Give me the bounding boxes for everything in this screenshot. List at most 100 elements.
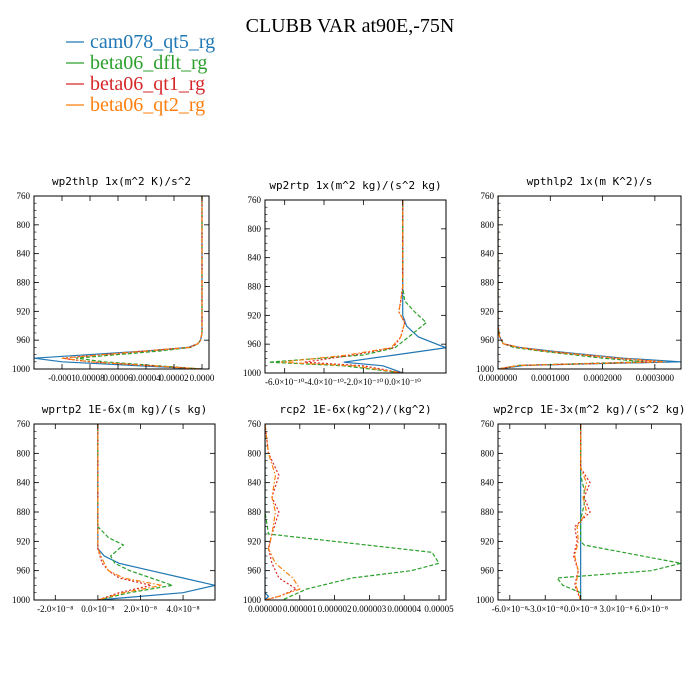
panel-title: wprtp2 1E-6x(m kg)/(s kg) xyxy=(42,403,208,416)
panel-title: wp2rtp 1x(m^2 kg)/(s^2 kg) xyxy=(269,179,441,192)
x-tick-label: 0.000002 xyxy=(318,604,352,614)
legend-label: beta06_qt2_rg xyxy=(90,94,205,116)
y-tick-label: 1000 xyxy=(12,364,31,374)
series-line-beta06_dflt_rg xyxy=(97,424,173,600)
y-tick-label: 840 xyxy=(17,249,31,259)
y-tick-label: 800 xyxy=(248,224,262,234)
x-tick-label: -4.0×10⁻¹⁰ xyxy=(304,377,344,387)
series-line-beta06_qt2_rg xyxy=(97,424,162,600)
x-tick-label: 0.000004 xyxy=(387,604,421,614)
x-tick-label: 0.0001000 xyxy=(531,373,570,383)
legend-entry: beta06_qt1_rg xyxy=(66,73,205,95)
legend-entry: beta06_dflt_rg xyxy=(66,52,207,74)
y-tick-label: 880 xyxy=(17,278,31,288)
x-tick-label: -2.0×10⁻⁸ xyxy=(37,604,73,614)
x-tick-label: 0.0×10⁻⁸ xyxy=(81,604,114,614)
series-line-beta06_qt1_rg xyxy=(498,196,661,369)
y-tick-label: 960 xyxy=(17,566,31,576)
y-tick-label: 960 xyxy=(481,335,495,345)
panels: wp2thlp 1x(m^2 K)/s^2 760 800 840 880 920 960 1… xyxy=(12,175,686,614)
y-tick-label: 760 xyxy=(17,191,31,201)
plot-frame xyxy=(497,195,682,370)
plot-frame xyxy=(33,195,210,370)
series-line-beta06_qt2_rg xyxy=(61,196,203,369)
series-group xyxy=(97,424,215,600)
x-tick-label: -0.0001 xyxy=(48,373,76,383)
plot-frame xyxy=(33,423,216,601)
panel: wp2thlp 1x(m^2 K)/s^2 760 800 840 880 920 960 1… xyxy=(12,175,215,383)
y-tick-label: 1000 xyxy=(243,595,262,605)
series-line-beta06_dflt_rg xyxy=(498,196,645,369)
y-tick-label: 880 xyxy=(481,507,495,517)
y-tick-label: 880 xyxy=(481,278,495,288)
y-tick-label: 880 xyxy=(248,282,262,292)
y-tick-label: 920 xyxy=(248,310,262,320)
y-tick-label: 760 xyxy=(481,191,495,201)
x-tick-label: 3.0×10⁻⁸ xyxy=(599,604,632,614)
series-line-beta06_dflt_rg xyxy=(555,424,681,600)
legend-label: cam078_qt5_rg xyxy=(90,31,215,53)
y-tick-label: 760 xyxy=(17,419,31,429)
x-tick-label: 0.000001 xyxy=(283,604,317,614)
series-group xyxy=(498,196,681,369)
y-tick-label: 920 xyxy=(481,306,495,316)
plot-frame xyxy=(264,423,447,601)
y-tick-label: 840 xyxy=(248,253,262,263)
y-tick-label: 1000 xyxy=(12,595,31,605)
x-tick-label: 0.00008 xyxy=(75,373,105,383)
y-tick-label: 960 xyxy=(248,566,262,576)
series-group xyxy=(268,200,446,373)
plot-frame xyxy=(264,199,447,374)
series-line-beta06_dflt_rg xyxy=(75,196,203,369)
series-line-beta06_qt1_rg xyxy=(572,424,591,600)
panel-title: wpthlp2 1x(m K^2)/s xyxy=(527,175,653,188)
panel: rcp2 1E-6x(kg^2)/(kg^2) 760 800 840 880 920 96… xyxy=(243,403,454,614)
panel-title: wp2rcp 1E-3x(m^2 kg)/(s^2 kg) xyxy=(493,403,685,416)
panel-title: wp2thlp 1x(m^2 K)/s^2 xyxy=(52,175,191,188)
legend-entry: beta06_qt2_rg xyxy=(66,94,205,116)
y-tick-label: 920 xyxy=(17,306,31,316)
y-tick-label: 800 xyxy=(481,220,495,230)
series-line-beta06_qt1_rg xyxy=(61,196,203,369)
legend: cam078_qt5_rgbeta06_dflt_rgbeta06_qt1_rg… xyxy=(66,31,215,116)
x-tick-label: 4.0×10⁻⁸ xyxy=(166,604,199,614)
x-tick-label: 0.00002 xyxy=(159,373,188,383)
panel: wpthlp2 1x(m K^2)/s 760 800 840 880 920 960 100… xyxy=(476,175,682,383)
series-line-cam078_qt5_rg xyxy=(265,424,270,600)
series-line-cam078_qt5_rg xyxy=(97,424,215,600)
x-tick-label: 0.0002000 xyxy=(583,373,622,383)
y-tick-label: 760 xyxy=(248,195,262,205)
y-tick-label: 1000 xyxy=(243,368,262,378)
legend-label: beta06_qt1_rg xyxy=(90,73,205,95)
x-tick-label: 0.000000 xyxy=(248,604,282,614)
x-tick-label: 0.00005 xyxy=(424,604,454,614)
y-tick-label: 840 xyxy=(17,478,31,488)
y-tick-label: 760 xyxy=(481,419,495,429)
series-group xyxy=(34,196,203,369)
series-line-cam078_qt5_rg xyxy=(343,200,446,373)
x-tick-label: 0.0000 xyxy=(190,373,215,383)
y-tick-label: 880 xyxy=(17,507,31,517)
panel: wp2rcp 1E-3x(m^2 kg)/(s^2 kg) 760 800 840 88… xyxy=(476,403,686,614)
panel: wprtp2 1E-6x(m kg)/(s kg) 760 800 840 880 920… xyxy=(12,403,216,614)
x-tick-label: 0.00004 xyxy=(131,373,161,383)
x-tick-label: -3.0×10⁻⁸ xyxy=(527,604,563,614)
y-tick-label: 800 xyxy=(17,448,31,458)
series-line-cam078_qt5_rg xyxy=(498,196,681,369)
y-tick-label: 1000 xyxy=(476,364,495,374)
y-tick-label: 920 xyxy=(248,536,262,546)
x-tick-label: 0.00006 xyxy=(103,373,133,383)
x-tick-label: 0.0000000 xyxy=(479,373,518,383)
y-tick-label: 1000 xyxy=(476,595,495,605)
series-group xyxy=(555,424,681,600)
series-line-beta06_qt2_rg xyxy=(574,424,588,600)
x-tick-label: 0.000003 xyxy=(353,604,387,614)
x-tick-label: -6.0×10⁻⁸ xyxy=(492,604,528,614)
series-line-beta06_qt2_rg xyxy=(280,200,406,373)
y-tick-label: 960 xyxy=(481,566,495,576)
y-tick-label: 760 xyxy=(248,419,262,429)
x-tick-label: 0.0003000 xyxy=(636,373,675,383)
series-line-cam078_qt5_rg xyxy=(34,196,203,369)
series-line-beta06_qt1_rg xyxy=(265,424,298,600)
